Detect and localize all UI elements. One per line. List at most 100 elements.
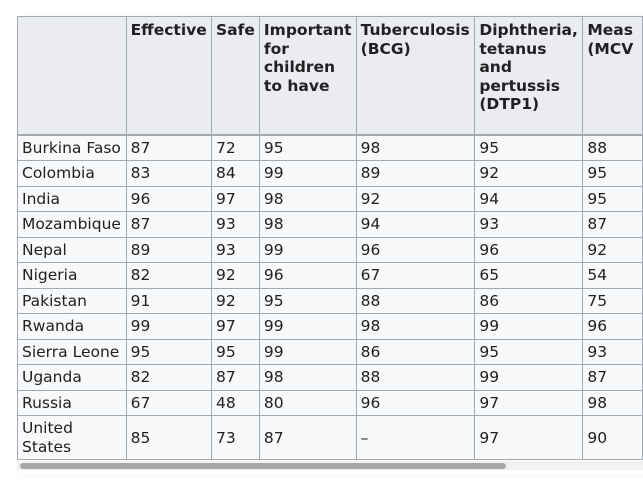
- table-scroll-container[interactable]: Effective Safe Important for children to…: [17, 16, 643, 474]
- table-row: Colombia 83 84 99 89 92 95: [17, 160, 643, 187]
- table-cell: 92: [582, 236, 643, 263]
- table-cell: 86: [474, 287, 584, 314]
- table-row: Burkina Faso 87 72 95 98 95 88: [17, 134, 643, 161]
- table-cell: 99: [258, 160, 357, 187]
- table-cell: 88: [582, 134, 643, 161]
- table-row: Nigeria 82 92 96 67 65 54: [17, 262, 643, 289]
- table-cell: 99: [258, 236, 357, 263]
- table-cell: 98: [355, 313, 476, 340]
- table-cell: 89: [355, 160, 476, 187]
- table-cell: 95: [258, 134, 357, 161]
- table-cell: 92: [211, 287, 260, 314]
- table-cell: 82: [125, 262, 213, 289]
- row-country: Uganda: [17, 364, 127, 391]
- table-cell: 96: [258, 262, 357, 289]
- table-cell: 99: [258, 338, 357, 365]
- table-cell: 87: [582, 364, 643, 391]
- header-safe: Safe: [211, 16, 260, 136]
- table-cell: 97: [211, 185, 260, 212]
- table-row: Rwanda 99 97 99 98 99 96: [17, 313, 643, 340]
- table-cell: 86: [355, 338, 476, 365]
- table-cell: 95: [258, 287, 357, 314]
- table-cell: 75: [582, 287, 643, 314]
- table-cell: 95: [582, 160, 643, 187]
- table-cell: 87: [125, 134, 213, 161]
- table-cell: 82: [125, 364, 213, 391]
- header-tuberculosis: Tuberculosis (BCG): [355, 16, 476, 136]
- table-cell: 94: [355, 211, 476, 238]
- row-country: Nepal: [17, 236, 127, 263]
- table-cell: 95: [125, 338, 213, 365]
- header-corner-cell: [17, 16, 127, 136]
- row-country: India: [17, 185, 127, 212]
- table-cell: 88: [355, 364, 476, 391]
- table-row: Sierra Leone 95 95 99 86 95 93: [17, 338, 643, 365]
- table-cell: 96: [355, 236, 476, 263]
- header-effective: Effective: [125, 16, 213, 136]
- row-country: Nigeria: [17, 262, 127, 289]
- row-country: Mozambique: [17, 211, 127, 238]
- row-country: United States: [17, 415, 127, 460]
- table-cell: 95: [211, 338, 260, 365]
- table-cell: 99: [474, 364, 584, 391]
- table-cell: 93: [474, 211, 584, 238]
- table-cell: 98: [258, 185, 357, 212]
- table-cell: 83: [125, 160, 213, 187]
- table-cell: 96: [582, 313, 643, 340]
- table-cell: 97: [474, 415, 584, 460]
- row-country: Rwanda: [17, 313, 127, 340]
- table-cell: 87: [211, 364, 260, 391]
- header-important: Important for children to have: [258, 16, 357, 136]
- table-row: Nepal 89 93 99 96 96 92: [17, 236, 643, 263]
- table-body: Burkina Faso 87 72 95 98 95 88 Colombia 83 84 99 89…: [17, 134, 643, 460]
- row-country: Burkina Faso: [17, 134, 127, 161]
- table-cell: 93: [211, 236, 260, 263]
- table-cell: 88: [355, 287, 476, 314]
- table-cell: 90: [582, 415, 643, 460]
- table-cell: 87: [582, 211, 643, 238]
- table-cell: 93: [211, 211, 260, 238]
- table-cell: 87: [125, 211, 213, 238]
- table-row: Russia 67 48 80 96 97 98: [17, 389, 643, 416]
- table-cell: 94: [474, 185, 584, 212]
- table-cell: 85: [125, 415, 213, 460]
- table-row: United States 85 73 87–97 90: [17, 415, 643, 460]
- table-cell: 92: [474, 160, 584, 187]
- table-cell: 97: [211, 313, 260, 340]
- table-cell: 98: [258, 211, 357, 238]
- table-cell: 92: [355, 185, 476, 212]
- table-cell: 80: [258, 389, 357, 416]
- row-country: Sierra Leone: [17, 338, 127, 365]
- table-cell: 48: [211, 389, 260, 416]
- header-measles: Meas (MCV: [582, 16, 643, 136]
- horizontal-scrollbar[interactable]: [17, 461, 643, 470]
- table-cell: 98: [258, 364, 357, 391]
- table-header-row: Effective Safe Important for children to…: [17, 16, 643, 136]
- header-diphtheria: Diphtheria, tetanus and pertussis (DTP1): [474, 16, 584, 136]
- table-cell: 95: [582, 185, 643, 212]
- table-cell: 98: [355, 134, 476, 161]
- table-row: Uganda 82 87 98 88 99 87: [17, 364, 643, 391]
- vaccine-attitudes-table: Effective Safe Important for children to…: [17, 16, 643, 460]
- table-row: India 96 97 98 92 94 95: [17, 185, 643, 212]
- table-cell: –: [355, 415, 476, 460]
- table-cell: 67: [355, 262, 476, 289]
- table-cell: 99: [125, 313, 213, 340]
- table-cell: 98: [582, 389, 643, 416]
- scrollbar-thumb[interactable]: [20, 463, 506, 469]
- table-cell: 89: [125, 236, 213, 263]
- table-cell: 96: [355, 389, 476, 416]
- table-cell: 95: [474, 134, 584, 161]
- table-cell: 96: [474, 236, 584, 263]
- table-cell: 54: [582, 262, 643, 289]
- table-cell: 67: [125, 389, 213, 416]
- table-cell: 99: [258, 313, 357, 340]
- table-cell: 99: [474, 313, 584, 340]
- table-row: Mozambique 87 93 98 94 93 87: [17, 211, 643, 238]
- table-cell: 87: [258, 415, 357, 460]
- table-cell: 92: [211, 262, 260, 289]
- row-country: Pakistan: [17, 287, 127, 314]
- row-country: Russia: [17, 389, 127, 416]
- table-cell: 95: [474, 338, 584, 365]
- row-country: Colombia: [17, 160, 127, 187]
